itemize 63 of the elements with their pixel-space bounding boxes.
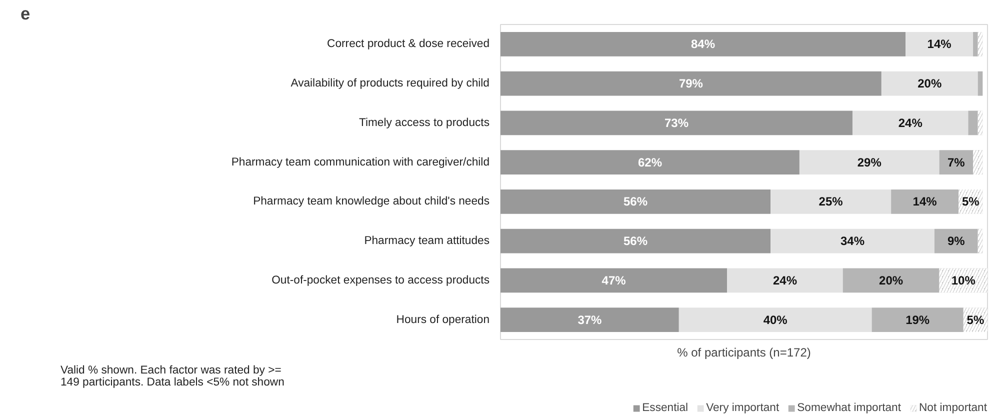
- bar: [500, 150, 800, 175]
- y-tick-label: Timely access to products: [358, 116, 490, 129]
- data-label: 62%: [638, 155, 662, 170]
- data-label: 14%: [912, 194, 938, 209]
- data-label: 79%: [678, 76, 704, 91]
- data-label: 73%: [664, 116, 689, 130]
- data-label: 5%: [966, 312, 984, 327]
- legend-label: Somewhat important: [797, 402, 901, 414]
- data-label: 7%: [947, 155, 966, 170]
- data-label: 29%: [857, 155, 882, 170]
- bar: [770, 189, 892, 214]
- bar: [968, 110, 978, 136]
- bar: [500, 268, 728, 293]
- legend-label: Essential: [642, 402, 688, 414]
- bar: [852, 110, 968, 136]
- bar: [500, 189, 771, 214]
- legend-label: Not important: [919, 402, 987, 414]
- bar: [881, 71, 978, 96]
- data-label: 40%: [763, 312, 788, 327]
- y-tick-label: Out-of-pocket expenses to access products: [272, 274, 490, 286]
- bar: [939, 150, 974, 175]
- bar: [500, 228, 771, 254]
- y-tick-label: Pharmacy team knowledge about child's needs: [253, 196, 490, 208]
- y-tick-label: Pharmacy team communication with caregiver/child: [231, 156, 490, 168]
- y-tick-label: Pharmacy team attitudes: [364, 235, 490, 248]
- bar: [678, 308, 872, 332]
- bar: [500, 32, 906, 56]
- data-label: 24%: [898, 116, 923, 130]
- text: e: [20, 4, 30, 24]
- bar: [799, 150, 940, 175]
- bar: [727, 268, 843, 293]
- data-label: 84%: [691, 37, 716, 52]
- bar: [500, 110, 852, 136]
- data-label: 47%: [602, 273, 626, 288]
- bar: [872, 308, 964, 332]
- data-label: 20%: [918, 76, 942, 91]
- bar: [978, 71, 983, 96]
- text: Valid % shown. Each factor was rated by >= 149 participants. Data labels <5% not shown: [60, 364, 284, 388]
- y-tick-label: Hours of operation: [396, 314, 490, 326]
- data-label: 5%: [962, 194, 980, 209]
- bar: [500, 308, 679, 332]
- bar: [842, 268, 940, 293]
- y-tick-label: Availability of products required by child: [290, 78, 490, 90]
- bar: [934, 228, 978, 254]
- data-label: 14%: [927, 37, 952, 52]
- bar: [891, 189, 959, 214]
- data-label: 24%: [772, 273, 798, 288]
- data-label: 56%: [624, 234, 648, 248]
- bar: [906, 32, 974, 56]
- bar: [500, 71, 882, 96]
- data-label: 19%: [906, 312, 930, 327]
- data-label: 10%: [951, 273, 976, 288]
- bar: [973, 32, 978, 56]
- data-label: 56%: [624, 194, 648, 209]
- data-label: 25%: [818, 194, 844, 209]
- x-axis-title: % of participants (n=172): [677, 346, 811, 360]
- y-tick-label: Correct product & dose received: [327, 38, 490, 50]
- data-label: 34%: [840, 234, 865, 248]
- bar: [770, 228, 934, 254]
- data-label: 20%: [879, 273, 904, 288]
- data-label: 37%: [578, 312, 602, 327]
- legend-label: Very important: [706, 402, 780, 414]
- data-label: 9%: [947, 234, 966, 248]
